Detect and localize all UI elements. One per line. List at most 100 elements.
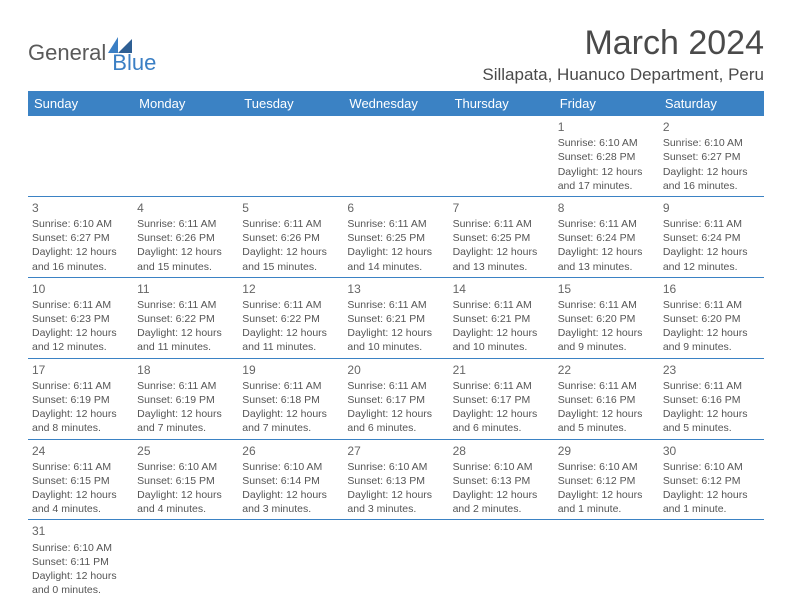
calendar-day-cell: 14Sunrise: 6:11 AMSunset: 6:21 PMDayligh… [449,277,554,358]
daylight-line: Daylight: 12 hours and 5 minutes. [558,407,655,435]
day-number: 18 [137,362,234,378]
calendar-body: 1Sunrise: 6:10 AMSunset: 6:28 PMDaylight… [28,116,764,600]
sunset-line: Sunset: 6:16 PM [558,393,655,407]
sunrise-line: Sunrise: 6:11 AM [242,298,339,312]
sunrise-line: Sunrise: 6:10 AM [347,460,444,474]
sunset-line: Sunset: 6:20 PM [558,312,655,326]
sunset-line: Sunset: 6:22 PM [242,312,339,326]
day-number: 31 [32,523,129,539]
sunrise-line: Sunrise: 6:11 AM [32,460,129,474]
daylight-line: Daylight: 12 hours and 0 minutes. [32,569,129,597]
sunset-line: Sunset: 6:19 PM [137,393,234,407]
day-number: 20 [347,362,444,378]
calendar-day-cell: 10Sunrise: 6:11 AMSunset: 6:23 PMDayligh… [28,277,133,358]
daylight-line: Daylight: 12 hours and 2 minutes. [453,488,550,516]
calendar-day-cell: 29Sunrise: 6:10 AMSunset: 6:12 PMDayligh… [554,439,659,520]
day-number: 22 [558,362,655,378]
day-header: Monday [133,91,238,116]
calendar-empty-cell [659,520,764,600]
sunrise-line: Sunrise: 6:11 AM [242,217,339,231]
day-number: 16 [663,281,760,297]
sunrise-line: Sunrise: 6:11 AM [453,298,550,312]
sunrise-line: Sunrise: 6:11 AM [347,379,444,393]
calendar-day-cell: 17Sunrise: 6:11 AMSunset: 6:19 PMDayligh… [28,358,133,439]
daylight-line: Daylight: 12 hours and 7 minutes. [137,407,234,435]
sunrise-line: Sunrise: 6:11 AM [32,379,129,393]
calendar-day-cell: 6Sunrise: 6:11 AMSunset: 6:25 PMDaylight… [343,196,448,277]
sunrise-line: Sunrise: 6:11 AM [242,379,339,393]
day-number: 2 [663,119,760,135]
sunset-line: Sunset: 6:15 PM [137,474,234,488]
daylight-line: Daylight: 12 hours and 4 minutes. [137,488,234,516]
day-number: 4 [137,200,234,216]
sunset-line: Sunset: 6:26 PM [137,231,234,245]
day-number: 10 [32,281,129,297]
daylight-line: Daylight: 12 hours and 16 minutes. [32,245,129,273]
daylight-line: Daylight: 12 hours and 15 minutes. [242,245,339,273]
sunrise-line: Sunrise: 6:11 AM [663,298,760,312]
calendar-day-cell: 18Sunrise: 6:11 AMSunset: 6:19 PMDayligh… [133,358,238,439]
calendar-day-cell: 5Sunrise: 6:11 AMSunset: 6:26 PMDaylight… [238,196,343,277]
day-number: 21 [453,362,550,378]
calendar-day-cell: 30Sunrise: 6:10 AMSunset: 6:12 PMDayligh… [659,439,764,520]
sunset-line: Sunset: 6:13 PM [453,474,550,488]
calendar-empty-cell [133,520,238,600]
calendar-day-cell: 31Sunrise: 6:10 AMSunset: 6:11 PMDayligh… [28,520,133,600]
calendar-week-row: 17Sunrise: 6:11 AMSunset: 6:19 PMDayligh… [28,358,764,439]
logo-text-blue: Blue [112,50,156,76]
calendar-day-cell: 21Sunrise: 6:11 AMSunset: 6:17 PMDayligh… [449,358,554,439]
sunset-line: Sunset: 6:25 PM [453,231,550,245]
sunset-line: Sunset: 6:11 PM [32,555,129,569]
daylight-line: Daylight: 12 hours and 9 minutes. [558,326,655,354]
calendar-day-cell: 19Sunrise: 6:11 AMSunset: 6:18 PMDayligh… [238,358,343,439]
sunset-line: Sunset: 6:27 PM [663,150,760,164]
day-header: Friday [554,91,659,116]
calendar-empty-cell [238,520,343,600]
day-number: 11 [137,281,234,297]
day-number: 14 [453,281,550,297]
calendar-day-cell: 15Sunrise: 6:11 AMSunset: 6:20 PMDayligh… [554,277,659,358]
calendar-day-cell: 25Sunrise: 6:10 AMSunset: 6:15 PMDayligh… [133,439,238,520]
calendar-day-cell: 1Sunrise: 6:10 AMSunset: 6:28 PMDaylight… [554,116,659,196]
day-header: Thursday [449,91,554,116]
daylight-line: Daylight: 12 hours and 1 minute. [663,488,760,516]
day-number: 15 [558,281,655,297]
daylight-line: Daylight: 12 hours and 9 minutes. [663,326,760,354]
sunrise-line: Sunrise: 6:11 AM [663,217,760,231]
sunrise-line: Sunrise: 6:10 AM [663,136,760,150]
sunrise-line: Sunrise: 6:11 AM [137,298,234,312]
sunrise-line: Sunrise: 6:11 AM [558,217,655,231]
daylight-line: Daylight: 12 hours and 11 minutes. [137,326,234,354]
calendar-week-row: 1Sunrise: 6:10 AMSunset: 6:28 PMDaylight… [28,116,764,196]
day-number: 1 [558,119,655,135]
day-number: 6 [347,200,444,216]
sunrise-line: Sunrise: 6:11 AM [663,379,760,393]
day-number: 26 [242,443,339,459]
day-number: 24 [32,443,129,459]
sunrise-line: Sunrise: 6:11 AM [137,379,234,393]
calendar-day-cell: 4Sunrise: 6:11 AMSunset: 6:26 PMDaylight… [133,196,238,277]
calendar-day-cell: 27Sunrise: 6:10 AMSunset: 6:13 PMDayligh… [343,439,448,520]
daylight-line: Daylight: 12 hours and 15 minutes. [137,245,234,273]
calendar-week-row: 24Sunrise: 6:11 AMSunset: 6:15 PMDayligh… [28,439,764,520]
day-number: 3 [32,200,129,216]
daylight-line: Daylight: 12 hours and 11 minutes. [242,326,339,354]
calendar-day-cell: 16Sunrise: 6:11 AMSunset: 6:20 PMDayligh… [659,277,764,358]
calendar-empty-cell [449,520,554,600]
calendar-day-cell: 2Sunrise: 6:10 AMSunset: 6:27 PMDaylight… [659,116,764,196]
sunset-line: Sunset: 6:15 PM [32,474,129,488]
days-of-week-row: SundayMondayTuesdayWednesdayThursdayFrid… [28,91,764,116]
calendar-empty-cell [133,116,238,196]
calendar-day-cell: 22Sunrise: 6:11 AMSunset: 6:16 PMDayligh… [554,358,659,439]
daylight-line: Daylight: 12 hours and 1 minute. [558,488,655,516]
sunset-line: Sunset: 6:12 PM [663,474,760,488]
sunrise-line: Sunrise: 6:10 AM [242,460,339,474]
sunset-line: Sunset: 6:24 PM [558,231,655,245]
calendar-table: SundayMondayTuesdayWednesdayThursdayFrid… [28,91,764,600]
sunset-line: Sunset: 6:28 PM [558,150,655,164]
sunrise-line: Sunrise: 6:10 AM [558,136,655,150]
sunrise-line: Sunrise: 6:11 AM [137,217,234,231]
sunset-line: Sunset: 6:25 PM [347,231,444,245]
sunset-line: Sunset: 6:20 PM [663,312,760,326]
calendar-week-row: 3Sunrise: 6:10 AMSunset: 6:27 PMDaylight… [28,196,764,277]
